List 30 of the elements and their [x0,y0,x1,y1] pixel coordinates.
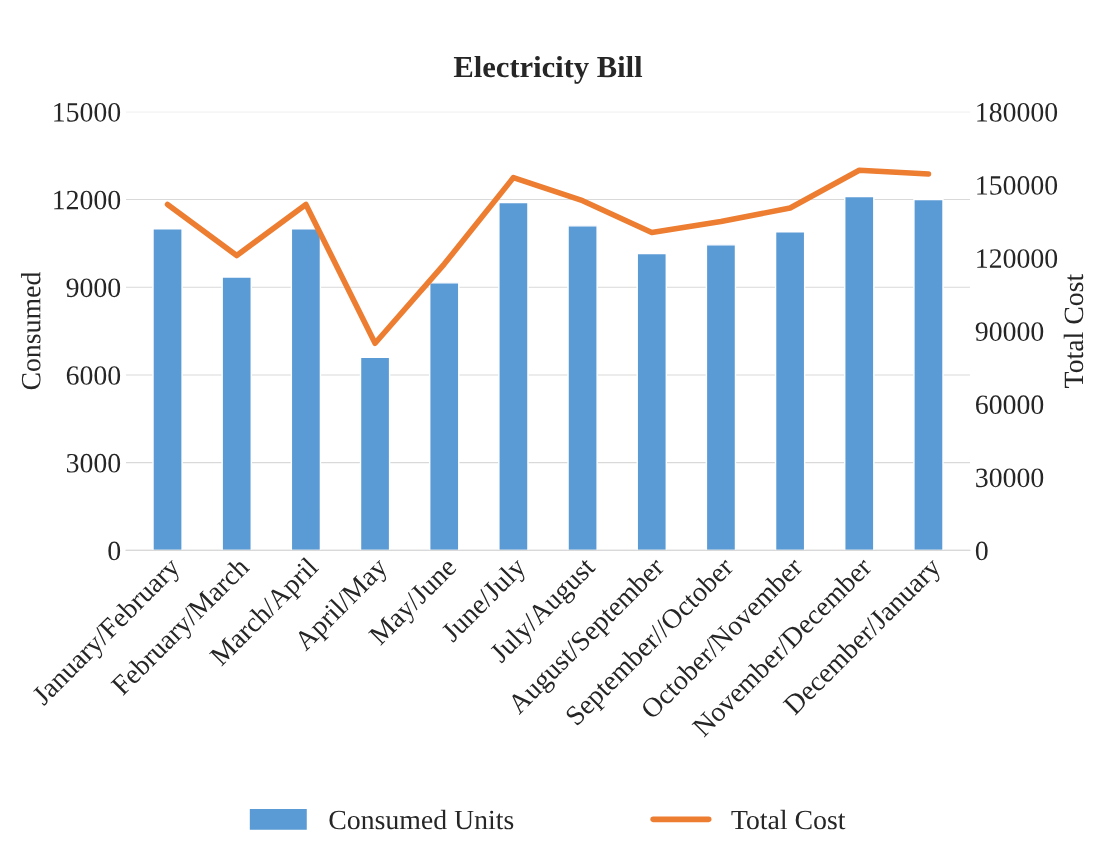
bar [913,198,944,551]
y2-tick-label: 120000 [977,249,1058,268]
y-tick-label: 0 [108,541,121,561]
y-tick-label: 3000 [66,453,121,473]
legend-label: Consumed Units [329,809,514,830]
y-axis-title: Consumed [20,272,41,390]
y2-tick-label: 60000 [976,395,1044,415]
y-tick-label: 6000 [66,366,121,385]
chart-title: Electricity Bill [453,55,643,84]
bar [221,276,252,551]
bar [290,228,322,551]
y2-tick-label: 150000 [977,176,1058,195]
y-tick-label: 15000 [54,102,121,122]
bar [705,244,737,551]
bar [152,228,183,551]
y2-tick-label: 180000 [977,102,1058,122]
bar [359,356,391,551]
bar [498,201,529,551]
y-tick-label: 12000 [54,190,121,210]
y2-tick-label: 0 [975,541,988,561]
bar [429,282,460,551]
y2-tick-label: 90000 [975,322,1044,342]
bar [567,225,598,551]
bar [844,195,875,551]
y2-tick-label: 30000 [976,468,1044,488]
bar [636,252,667,551]
y2-axis-title: Total Cost [1063,273,1084,388]
bar [774,230,806,551]
y-tick-label: 9000 [66,278,121,298]
legend-label: Total Cost [731,809,846,830]
